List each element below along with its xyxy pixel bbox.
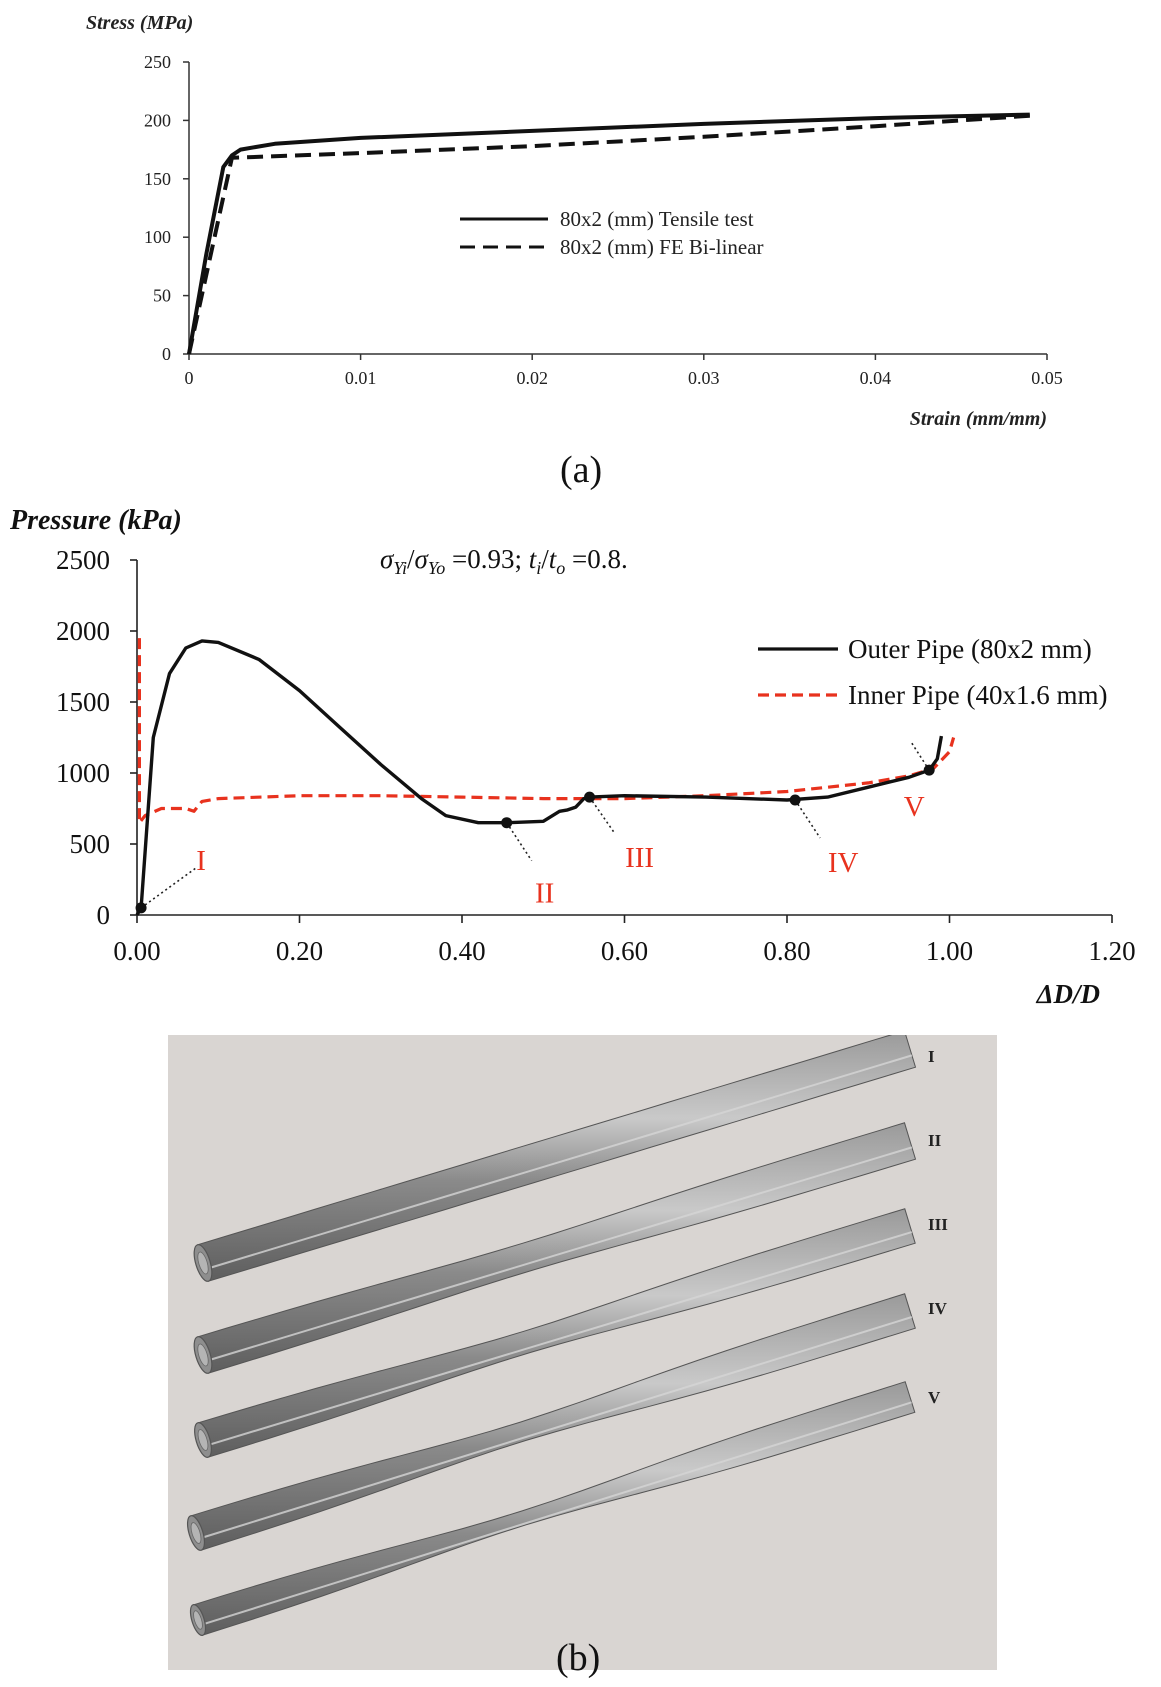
y-tick-label: 150 (144, 169, 171, 189)
x-tick-label: 0.01 (345, 368, 377, 388)
point-label-i: I (196, 845, 206, 877)
pipe-stage-3 (194, 1208, 916, 1458)
stage-label-v: V (928, 1388, 941, 1407)
x-tick-label: 0.60 (601, 936, 648, 966)
x-axis-title: ΔD/D (1036, 979, 1100, 1009)
pipe-stage-2 (193, 1122, 917, 1374)
point-leader-line (910, 741, 930, 771)
stage-label-i: I (928, 1047, 935, 1066)
y-tick-label: 500 (70, 829, 111, 859)
point-label-iii: III (625, 842, 654, 874)
y-tick-label: 2000 (56, 616, 110, 646)
point-marker-iv (789, 794, 801, 806)
figure-label-a: (a) (560, 449, 603, 491)
legend-label-tensile-test: 80x2 (mm) Tensile test (560, 207, 754, 231)
x-tick-label: 0.03 (688, 368, 720, 388)
stress-strain-chart: Stress (MPa) 0 50 100 150 200 250 0 0.01 0.02 0.… (86, 12, 1063, 430)
legend: 80x2 (mm) Tensile test 80x2 (mm) FE Bi-l… (460, 207, 764, 259)
point-label-ii: II (535, 878, 554, 910)
y-tick-label: 0 (162, 344, 171, 364)
point-marker-ii (501, 817, 513, 829)
series-line-fe-bilinear (187, 113, 1030, 355)
legend-label-fe-bilinear: 80x2 (mm) FE Bi-linear (560, 235, 764, 259)
y-tick-label: 250 (144, 52, 171, 72)
pipe-stage-1 (193, 1035, 917, 1282)
point-label-iv: IV (828, 847, 859, 879)
x-tick-label: 0.20 (276, 936, 323, 966)
stage-label-iv: IV (928, 1299, 948, 1318)
pressure-deformation-chart: Pressure (kPa) σYi/σYo =0.93; ti/to =0.8… (9, 505, 1136, 1009)
y-tick-label: 2500 (56, 545, 110, 575)
legend: Outer Pipe (80x2 mm) Inner Pipe (40x1.6 … (758, 634, 1107, 710)
x-tick-label: 0 (185, 368, 194, 388)
y-tick-label: 1000 (56, 758, 110, 788)
stage-label-ii: II (928, 1131, 942, 1150)
parameter-annotation: σYi/σYo =0.93; ti/to =0.8. (380, 544, 628, 578)
y-tick-label: 0 (97, 900, 111, 930)
x-tick-label: 0.02 (516, 368, 548, 388)
series-line-tensile-test (187, 112, 1030, 355)
point-leader-line (794, 799, 821, 839)
point-marker-i (135, 902, 147, 914)
y-axis-title: Pressure (kPa) (9, 505, 182, 536)
y-tick-label: 1500 (56, 687, 110, 717)
point-marker-iii (584, 791, 596, 803)
x-tick-label: 1.00 (926, 936, 973, 966)
figure-label-b: (b) (556, 1637, 601, 1679)
x-tick-label: 0.04 (860, 368, 892, 388)
point-leader-line (506, 822, 533, 862)
legend-label-outer-pipe: Outer Pipe (80x2 mm) (848, 634, 1092, 664)
point-leader-line (140, 867, 197, 909)
y-tick-label: 50 (153, 286, 171, 306)
stage-label-iii: III (928, 1215, 948, 1234)
series-line-outer-pipe (135, 639, 944, 916)
point-label-v: V (904, 791, 925, 823)
x-axis-title: Strain (mm/mm) (910, 408, 1047, 430)
pipe-stage-4 (186, 1293, 916, 1551)
y-tick-label: 200 (144, 110, 171, 130)
point-leader-line (588, 796, 616, 834)
x-tick-label: 0.80 (763, 936, 810, 966)
point-marker-v (923, 764, 935, 776)
y-axis-title: Stress (MPa) (86, 12, 193, 34)
x-tick-label: 1.20 (1088, 936, 1135, 966)
x-tick-label: 0.05 (1031, 368, 1063, 388)
legend-label-inner-pipe: Inner Pipe (40x1.6 mm) (848, 680, 1107, 710)
y-tick-label: 100 (144, 227, 171, 247)
pipe-stage-5 (189, 1381, 916, 1636)
fe-model-deformation-image: I II III IV V (168, 1035, 997, 1670)
x-tick-label: 0.40 (438, 936, 485, 966)
x-tick-label: 0.00 (113, 936, 160, 966)
